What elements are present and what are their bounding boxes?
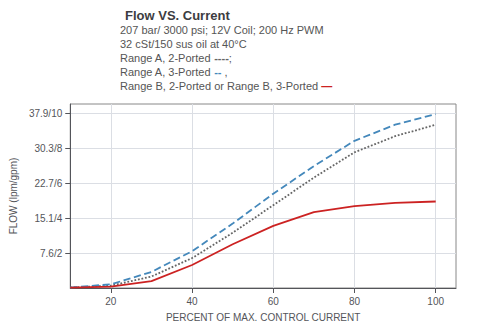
svg-text:30.3/8: 30.3/8 <box>34 143 62 154</box>
svg-text:15.1/4: 15.1/4 <box>34 213 62 224</box>
svg-text:7.6/2: 7.6/2 <box>40 248 63 259</box>
svg-text:100: 100 <box>427 296 444 307</box>
svg-text:PERCENT OF MAX. CONTROL CURREN: PERCENT OF MAX. CONTROL CURRENT <box>166 312 360 323</box>
svg-text:—: — <box>321 80 332 92</box>
svg-text:207 bar/ 3000 psi; 12V Coil; 2: 207 bar/ 3000 psi; 12V Coil; 200 Hz PWM <box>120 24 324 36</box>
svg-text:60: 60 <box>268 296 280 307</box>
svg-text:----: ---- <box>214 52 229 64</box>
svg-text:Range A, 2-Ported: Range A, 2-Ported <box>120 52 214 64</box>
svg-text:Range A, 3-Ported: Range A, 3-Ported <box>120 66 214 78</box>
svg-text:37.9/10: 37.9/10 <box>29 108 63 119</box>
svg-text:;: ; <box>229 52 232 64</box>
svg-text:,: , <box>221 66 227 78</box>
svg-text:20: 20 <box>105 296 117 307</box>
svg-text:80: 80 <box>349 296 361 307</box>
svg-text:Range B, 2-Ported or Range B,: Range B, 2-Ported or Range B, 3-Ported <box>120 80 321 92</box>
svg-text:22.7/6: 22.7/6 <box>34 178 62 189</box>
svg-text:Flow VS. Current: Flow VS. Current <box>125 8 230 23</box>
svg-text:FLOW (lpm/gpm): FLOW (lpm/gpm) <box>8 158 19 235</box>
svg-text:32 cSt/150 sus oil at 40°C: 32 cSt/150 sus oil at 40°C <box>120 38 247 50</box>
svg-text:40: 40 <box>187 296 199 307</box>
